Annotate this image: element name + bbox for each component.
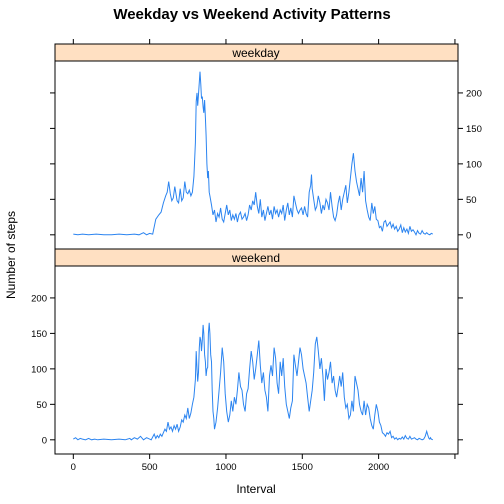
y-axis-label: Number of steps	[4, 211, 18, 299]
y-tick-label-weekday: 150	[466, 124, 482, 135]
y-tick-label-weekend: 100	[31, 364, 47, 375]
x-axis-label: Interval	[236, 482, 275, 496]
x-tick-label: 500	[142, 462, 158, 473]
panel-border-weekend	[54, 265, 459, 455]
y-tick-label-weekday: 50	[466, 195, 477, 206]
x-tick-label: 1500	[292, 462, 313, 473]
series-line-weekend	[73, 322, 434, 441]
panel-weekday: weekday	[54, 43, 459, 250]
y-tick-label-weekend: 50	[36, 400, 47, 411]
y-tick-label-weekday: 200	[466, 88, 482, 99]
y-tick-label-weekend: 0	[42, 435, 47, 446]
y-tick-label-weekday: 100	[466, 159, 482, 170]
y-tick-label-weekday: 0	[466, 230, 471, 241]
x-tick-label: 2000	[368, 462, 389, 473]
strip-label-weekday: weekday	[231, 46, 279, 60]
x-tick-label: 0	[71, 462, 76, 473]
x-tick-label: 1000	[215, 462, 236, 473]
y-tick-label-weekend: 200	[31, 293, 47, 304]
y-tick-label-weekend: 150	[31, 329, 47, 340]
panel-weekend: weekend	[54, 248, 459, 455]
strip-label-weekend: weekend	[231, 251, 280, 265]
series-line-weekday	[73, 71, 434, 237]
panel-border-weekday	[54, 60, 459, 250]
chart-title: Weekday vs Weekend Activity Patterns	[113, 6, 390, 23]
axis-ticks: 0 500 1000 1500 2000 0 0 50 50 100 100 150 150 200 200	[31, 39, 482, 473]
